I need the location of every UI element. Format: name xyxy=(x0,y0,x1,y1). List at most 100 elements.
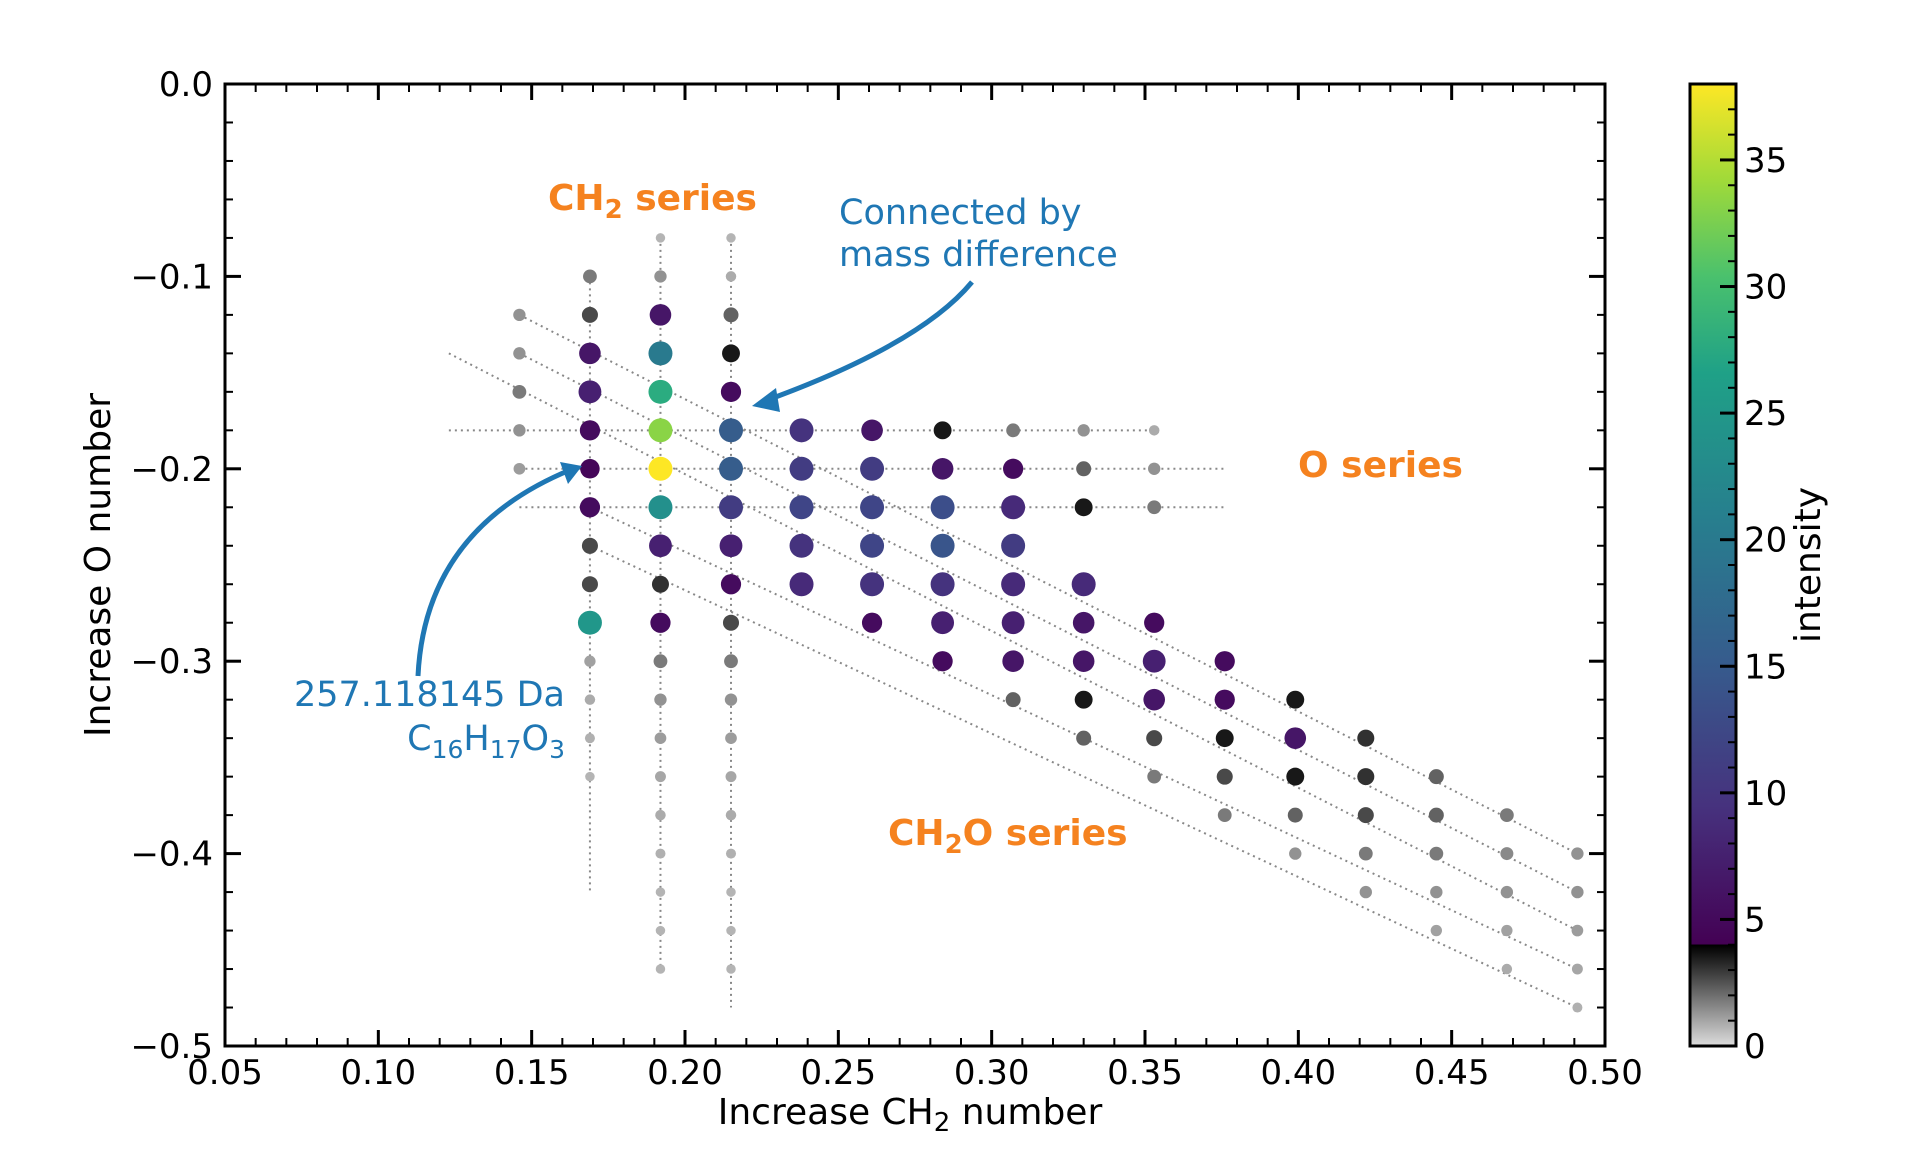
y-axis-label: Increase O number xyxy=(78,393,119,737)
data-point xyxy=(651,575,669,593)
colorbar-ticks: 0 5 10 15 20 25 30 35 xyxy=(1720,83,1787,1067)
data-point xyxy=(579,420,601,441)
data-point xyxy=(585,771,595,782)
data-point xyxy=(1571,885,1584,899)
connected-arrowhead xyxy=(752,388,780,412)
data-point xyxy=(1429,846,1444,861)
data-point xyxy=(861,419,883,442)
x-tick-label: 0.05 xyxy=(187,1053,263,1093)
data-point xyxy=(655,964,666,974)
x-tick-label: 0.30 xyxy=(954,1053,1030,1093)
data-point xyxy=(1500,885,1514,899)
data-point xyxy=(1002,650,1024,672)
data-point xyxy=(860,456,885,481)
data-point xyxy=(1143,688,1165,711)
data-point xyxy=(653,654,668,669)
data-point xyxy=(579,342,601,365)
data-point xyxy=(1148,462,1161,475)
x-tick-label: 0.35 xyxy=(1107,1053,1183,1093)
data-point xyxy=(512,384,527,399)
data-point xyxy=(581,537,598,554)
data-point xyxy=(654,693,667,706)
data-point xyxy=(1571,924,1584,937)
mass-arrow xyxy=(415,467,571,677)
colorbar-tick-label: 30 xyxy=(1744,268,1787,308)
colorbar-tick-label: 25 xyxy=(1744,394,1787,434)
data-point xyxy=(1501,963,1513,975)
data-point xyxy=(725,848,737,859)
data-point xyxy=(1357,768,1375,786)
data-point xyxy=(725,771,737,783)
colorbar-tick-label: 0 xyxy=(1744,1027,1766,1067)
data-point xyxy=(722,614,740,631)
data-point xyxy=(724,654,738,669)
x-tick-label: 0.20 xyxy=(647,1053,723,1093)
data-point xyxy=(719,418,743,443)
ch2o-series-line xyxy=(518,352,1578,893)
data-point xyxy=(1571,847,1584,860)
data-point xyxy=(1572,1002,1583,1013)
data-point xyxy=(1357,807,1374,824)
data-point xyxy=(719,495,743,520)
data-point xyxy=(584,733,595,744)
data-point xyxy=(648,379,673,404)
data-point xyxy=(1147,769,1162,784)
data-point xyxy=(579,497,601,518)
x-tick-label: 0.40 xyxy=(1260,1053,1336,1093)
data-point xyxy=(933,421,952,440)
data-point xyxy=(1147,500,1162,515)
data-point xyxy=(655,233,666,243)
connected-arrow xyxy=(761,280,974,405)
data-point xyxy=(1005,692,1021,708)
colorbar-tick-label: 5 xyxy=(1744,900,1766,940)
data-point xyxy=(655,771,666,783)
data-point xyxy=(649,534,672,558)
data-point xyxy=(578,380,602,404)
data-point xyxy=(584,694,596,705)
colorbar-tick-label: 35 xyxy=(1744,141,1787,181)
data-point xyxy=(1142,649,1166,673)
plot-frame xyxy=(223,82,1607,1048)
data-point xyxy=(789,572,814,597)
data-point xyxy=(860,495,885,520)
data-point xyxy=(1076,730,1092,746)
data-point xyxy=(1003,458,1024,479)
connected-annotation-line1: Connected by xyxy=(839,193,1082,233)
data-point xyxy=(932,651,953,672)
data-point xyxy=(726,887,736,897)
data-point xyxy=(577,610,602,635)
data-point xyxy=(720,574,742,595)
data-point xyxy=(648,341,673,366)
formula-annotation: C16H17O3 xyxy=(407,719,565,764)
data-point xyxy=(726,925,736,936)
data-point xyxy=(655,925,666,936)
data-point xyxy=(719,456,743,481)
ch2o-series-line xyxy=(518,313,1578,855)
data-point xyxy=(1358,846,1373,861)
data-point xyxy=(1071,572,1096,597)
x-tick-label: 0.25 xyxy=(800,1053,876,1093)
data-point xyxy=(1076,461,1092,477)
x-tick-label: 0.15 xyxy=(494,1053,570,1093)
data-point xyxy=(648,418,673,443)
data-point xyxy=(1428,769,1444,785)
data-point xyxy=(930,572,955,597)
x-axis-ticks: 0.05 0.10 0.15 0.20 0.25 0.30 0.35 0.40 0.45 0.50 xyxy=(187,84,1643,1093)
data-point xyxy=(583,269,597,284)
data-point xyxy=(931,458,954,480)
data-point xyxy=(1144,612,1165,633)
data-point xyxy=(720,381,742,402)
data-point xyxy=(724,693,738,706)
data-point xyxy=(580,459,600,479)
x-tick-label: 0.50 xyxy=(1567,1053,1643,1093)
y-axis-ticks: 0.0 −0.1 −0.2 −0.3 −0.4 −0.5 xyxy=(130,65,1605,1067)
data-point xyxy=(513,424,526,437)
y-tick-label: −0.1 xyxy=(130,257,213,297)
data-point xyxy=(1428,807,1444,823)
data-point xyxy=(789,495,814,520)
data-point xyxy=(1286,767,1305,786)
data-point xyxy=(1001,611,1025,635)
data-point xyxy=(1287,807,1303,823)
ch2o-series-line xyxy=(448,352,1578,932)
